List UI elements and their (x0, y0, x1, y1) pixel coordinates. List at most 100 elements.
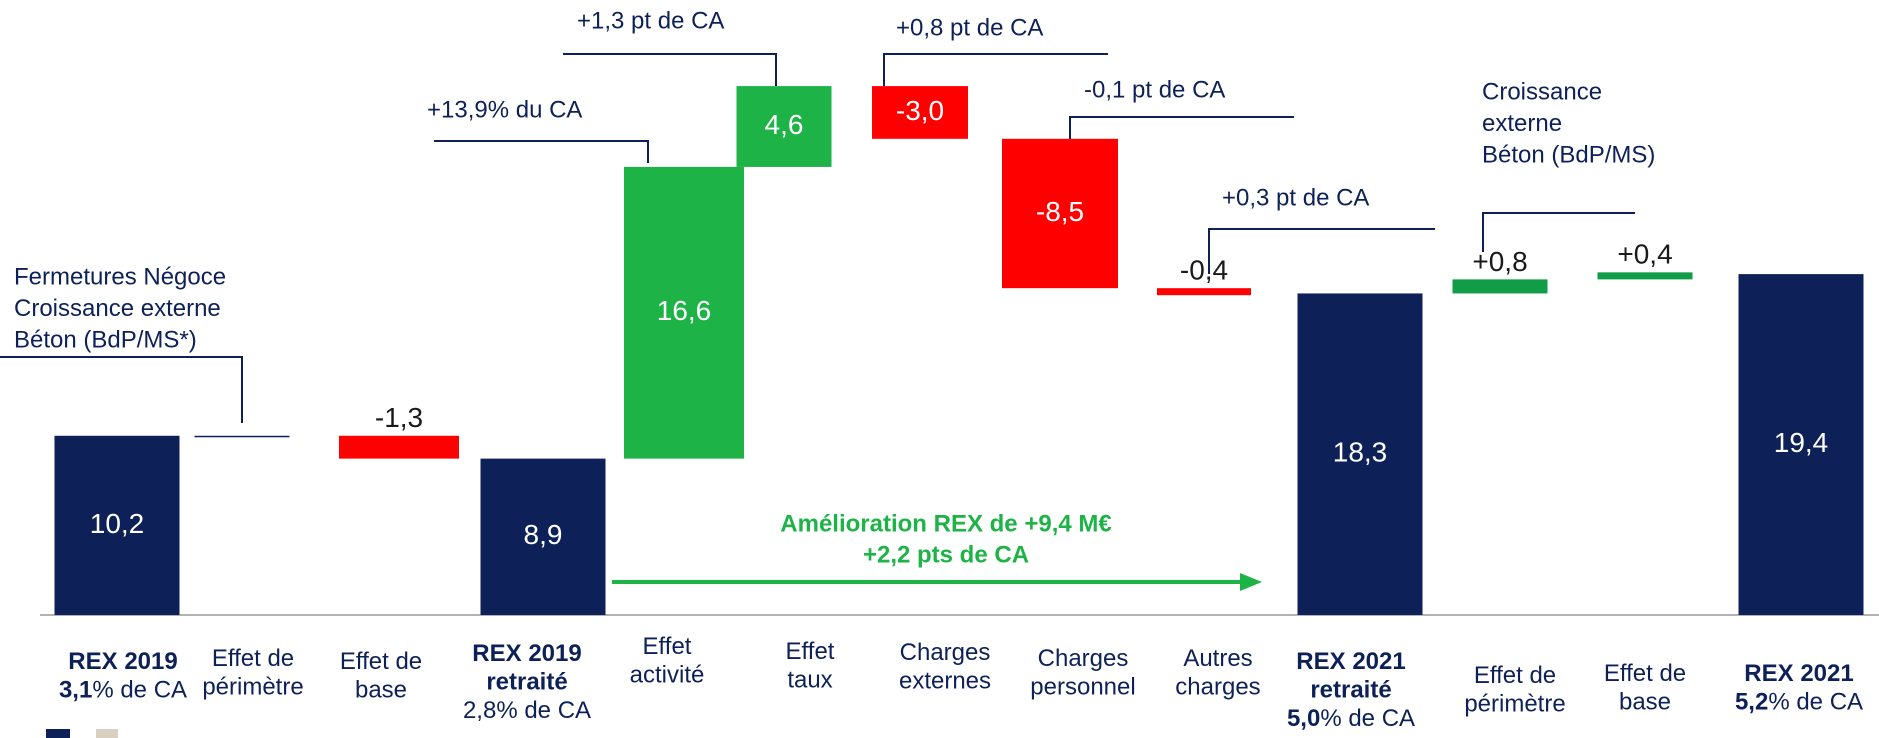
category-label-part: 2,8% de CA (463, 697, 591, 724)
category-label: activité (630, 662, 705, 689)
annotation: Béton (BdP/MS) (1482, 141, 1655, 168)
bar (480, 458, 606, 615)
category-label-part: REX 2021 (1296, 648, 1405, 675)
bar (1002, 138, 1118, 289)
legend-swatch (46, 729, 70, 738)
category-label-part: taux (787, 667, 832, 694)
category-label: 2,8% de CA (463, 697, 591, 724)
annotation: +0,8 pt de CA (896, 14, 1043, 41)
category-label: Charges (1038, 645, 1129, 672)
value-label: +0,8 (1472, 246, 1527, 277)
category-label-part: REX 2019 (68, 648, 177, 675)
category-label: Autres (1183, 645, 1252, 672)
annotation: +0,3 pt de CA (1222, 184, 1369, 211)
value-label: 18,3 (1333, 437, 1388, 468)
category-label-part: 3,1 (59, 677, 92, 704)
category-label-part: Effet de (340, 648, 422, 675)
category-label-part: base (355, 677, 407, 704)
category-label-part: Effet (643, 633, 692, 660)
value-label: 8,9 (524, 519, 563, 550)
category-label-part: retraité (1310, 677, 1391, 704)
connector (434, 140, 649, 163)
category-label-part: 5,0 (1287, 705, 1320, 732)
category-label-part: 5,2 (1735, 689, 1768, 716)
value-label: 16,6 (657, 295, 712, 326)
category-label: REX 2019 (472, 640, 581, 667)
category-label-part: périmètre (202, 674, 303, 701)
category-label: REX 2019 (68, 648, 177, 675)
category-label-part: % de CA (92, 677, 187, 704)
annotation: Croissance externe (14, 295, 221, 322)
annotation: +1,3 pt de CA (577, 7, 724, 34)
annotation: +13,9% du CA (427, 96, 582, 123)
category-label: 5,2% de CA (1735, 689, 1863, 716)
category-label: retraité (1310, 677, 1391, 704)
category-label-part: personnel (1030, 674, 1135, 701)
bar (1738, 274, 1864, 615)
category-label: 3,1% de CA (59, 677, 187, 704)
annotation: -0,1 pt de CA (1084, 76, 1225, 103)
value-label: +0,4 (1617, 239, 1672, 270)
bar (54, 435, 180, 615)
category-label-part: % de CA (1320, 705, 1415, 732)
category-label-part: Autres (1183, 645, 1252, 672)
category-label: base (1619, 689, 1671, 716)
category-label-part: base (1619, 689, 1671, 716)
category-label-part: Effet de (1474, 662, 1556, 689)
arrow-head (1240, 573, 1262, 591)
category-label-part: périmètre (1464, 691, 1565, 718)
category-label: Effet (786, 638, 835, 665)
value-label: 10,2 (90, 508, 145, 539)
category-label: taux (787, 667, 832, 694)
category-label: Charges (900, 639, 991, 666)
category-label-part: REX 2021 (1744, 660, 1853, 687)
value-label: -3,0 (896, 95, 944, 126)
category-label-part: Effet de (1604, 660, 1686, 687)
annotation: Croissance (1482, 78, 1602, 105)
category-label-part: Charges (1038, 645, 1129, 672)
bar (872, 86, 968, 139)
annotation: Fermetures Négoce (14, 263, 226, 290)
value-label: -8,5 (1036, 196, 1084, 227)
category-label-part: activité (630, 662, 705, 689)
connector (0, 356, 243, 423)
note: Amélioration REX de +9,4 M€ (780, 510, 1111, 537)
category-label-part: externes (899, 668, 991, 695)
category-label: Effet de (1474, 662, 1556, 689)
category-label: charges (1175, 674, 1260, 701)
category-label: Effet de (340, 648, 422, 675)
bar (339, 435, 459, 459)
bar (1452, 279, 1548, 294)
category-label: 5,0% de CA (1287, 705, 1415, 732)
category-label-part: Effet (786, 638, 835, 665)
bar (624, 166, 744, 459)
legend-swatch (96, 729, 118, 738)
annotation: Béton (BdP/MS*) (14, 326, 197, 353)
connector (883, 53, 1108, 86)
category-label: Effet de (1604, 660, 1686, 687)
category-label-part: retraité (486, 669, 567, 696)
value-label: -0,4 (1180, 255, 1228, 286)
category-label: externes (899, 668, 991, 695)
category-label: périmètre (1464, 691, 1565, 718)
category-label: Effet (643, 633, 692, 660)
category-label-part: charges (1175, 674, 1260, 701)
category-label-part: Charges (900, 639, 991, 666)
category-label: base (355, 677, 407, 704)
category-label-part: Effet de (212, 645, 294, 672)
note: +2,2 pts de CA (863, 541, 1029, 568)
category-label: Effet de (212, 645, 294, 672)
connector (1482, 212, 1635, 252)
bar (194, 435, 290, 438)
value-label: 4,6 (765, 109, 804, 140)
bar (736, 86, 832, 167)
bar (1597, 272, 1693, 280)
category-label: personnel (1030, 674, 1135, 701)
category-label-part: % de CA (1768, 689, 1863, 716)
annotation: externe (1482, 110, 1562, 137)
value-label: -1,3 (375, 402, 423, 433)
value-label: 19,4 (1774, 427, 1829, 458)
category-label: REX 2021 (1744, 660, 1853, 687)
